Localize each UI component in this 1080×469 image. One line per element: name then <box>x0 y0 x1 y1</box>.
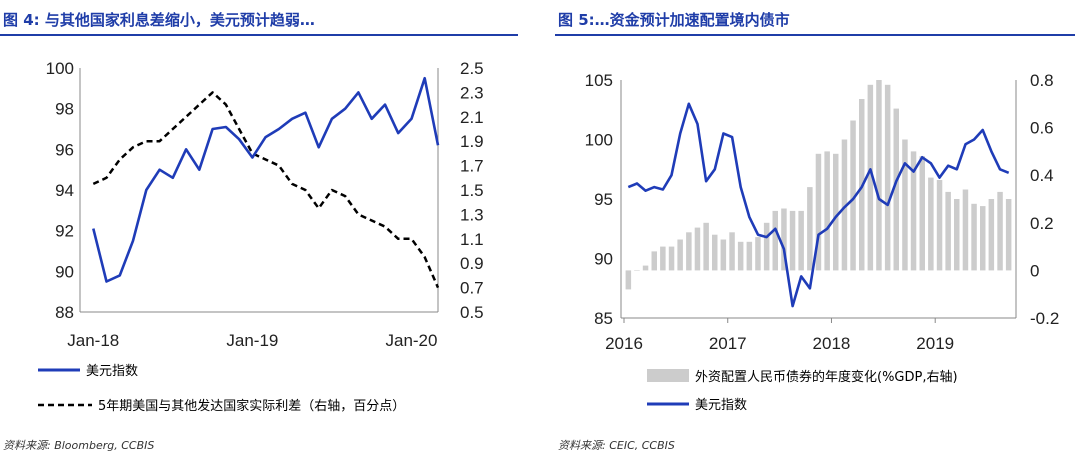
title-rule <box>0 34 518 36</box>
chart-source: 资料来源: Bloomberg, CCBIS <box>3 439 155 452</box>
bar <box>772 210 778 271</box>
bar <box>781 208 787 271</box>
bar <box>919 156 925 271</box>
bar <box>884 84 891 271</box>
bar <box>642 265 649 271</box>
y-tick-label-left: 88 <box>55 303 74 322</box>
y-tick-label-right: 0.4 <box>1030 166 1054 185</box>
bar <box>824 151 830 271</box>
bar <box>798 210 804 271</box>
x-tick-label: Jan-19 <box>226 331 278 350</box>
y-tick-label-right: 0.8 <box>1030 71 1054 90</box>
x-tick-label: Jan-20 <box>385 331 437 350</box>
bar <box>668 246 675 271</box>
legend-label-spread: 5年期美国与其他发达国家实际利差（右轴，百分点） <box>98 398 405 414</box>
chart-panel-usd-spread: 图 4: 与其他国家利息差缩小，美元预计趋弱… 100 98 96 94 92 90 88 2… <box>0 0 530 469</box>
y-tick-label-left: 98 <box>55 100 74 119</box>
chart-canvas: 105 100 95 90 85 0.8 0.6 0.4 0.2 0 -0.2 2016 2017 201… <box>585 71 1060 413</box>
bar <box>789 210 796 271</box>
bar <box>660 246 666 271</box>
bar <box>902 139 908 271</box>
bar <box>841 139 848 271</box>
chart-panel-bond-flows: 图 5:…资金预计加速配置境内债市 105 100 95 90 85 0.8 0.6 0.4 0… <box>555 0 1080 469</box>
bar <box>720 239 727 271</box>
y-tick-label-left: 92 <box>55 222 74 241</box>
bar <box>703 222 709 271</box>
bar <box>694 227 701 271</box>
y-tick-label-right: 0.7 <box>460 279 484 298</box>
y-tick-label-left: 95 <box>594 190 613 209</box>
legend-swatch-bars <box>647 369 689 382</box>
bar <box>954 199 960 271</box>
bar <box>746 241 753 271</box>
bar <box>971 203 977 271</box>
y-tick-label-right: 1.1 <box>460 230 484 249</box>
chart-title: 图 4: 与其他国家利息差缩小，美元预计趋弱… <box>3 11 315 29</box>
bar <box>686 232 692 271</box>
bar <box>876 80 882 271</box>
x-tick-label: 2018 <box>813 334 851 353</box>
x-tick-label: Jan-18 <box>67 331 119 350</box>
bar <box>625 270 632 290</box>
bar <box>1005 199 1012 271</box>
y-tick-label-left: 100 <box>46 59 74 78</box>
legend-label-usd: 美元指数 <box>695 398 747 413</box>
y-tick-label-left: 90 <box>594 250 613 269</box>
y-tick-label-right: 0.9 <box>460 254 484 273</box>
y-tick-label-right: 1.5 <box>460 181 484 200</box>
bar <box>850 120 856 271</box>
bar <box>712 234 718 271</box>
bar <box>807 187 813 271</box>
x-tick-label: 2019 <box>916 334 954 353</box>
legend-label-bars: 外资配置人民币债券的年度变化(%GDP,右轴) <box>695 369 958 385</box>
y-tick-label-right: 1.3 <box>460 205 484 224</box>
x-tick-label: 2016 <box>605 334 643 353</box>
y-tick-label-right: 0.5 <box>460 303 484 322</box>
y-tick-label-right: 1.9 <box>460 132 484 151</box>
bar <box>945 191 951 271</box>
y-tick-label-right: 2.1 <box>460 108 484 127</box>
y-tick-label-left: 96 <box>55 140 74 159</box>
bar <box>988 199 995 271</box>
bar <box>893 108 899 271</box>
bar <box>980 206 986 271</box>
y-tick-label-right: 0.2 <box>1030 214 1054 233</box>
y-tick-label-left: 100 <box>585 131 613 150</box>
x-tick-label: 2017 <box>709 334 747 353</box>
series-line-usd-index <box>627 102 1010 308</box>
bar <box>962 189 969 271</box>
chart-source: 资料来源: CEIC, CCBIS <box>558 439 675 452</box>
y-tick-label-right: 0.6 <box>1030 119 1054 138</box>
y-tick-label-right: 1.7 <box>460 157 484 176</box>
y-tick-label-left: 94 <box>55 181 74 200</box>
series-line-usd-index <box>92 76 440 283</box>
bar <box>815 153 822 271</box>
chart-title: 图 5:…资金预计加速配置境内债市 <box>558 11 790 29</box>
bar <box>755 237 761 271</box>
series-line-spread <box>92 91 440 289</box>
chart-canvas: 100 98 96 94 92 90 88 2.5 2.3 2.1 1.9 1.7 1.5 1.3 1.1 0… <box>38 59 484 414</box>
y-tick-label-right: 2.3 <box>460 83 484 102</box>
bar <box>737 241 744 271</box>
bar <box>677 239 683 271</box>
y-tick-label-left: 105 <box>585 71 613 90</box>
y-tick-label-right: 0 <box>1030 261 1039 280</box>
y-tick-label-right: -0.2 <box>1030 309 1059 328</box>
legend-label-usd: 美元指数 <box>86 364 138 379</box>
bar <box>634 270 640 271</box>
bar <box>910 151 917 271</box>
title-rule <box>555 34 1075 36</box>
bar <box>763 222 770 271</box>
y-tick-label-left: 85 <box>594 309 613 328</box>
bar <box>867 84 874 271</box>
bar <box>936 180 943 271</box>
bar <box>997 191 1003 271</box>
bar <box>833 153 839 271</box>
bar <box>651 251 657 271</box>
y-tick-label-left: 90 <box>55 262 74 281</box>
y-tick-label-right: 2.5 <box>460 59 484 78</box>
bar <box>729 232 735 271</box>
bar <box>928 177 934 271</box>
